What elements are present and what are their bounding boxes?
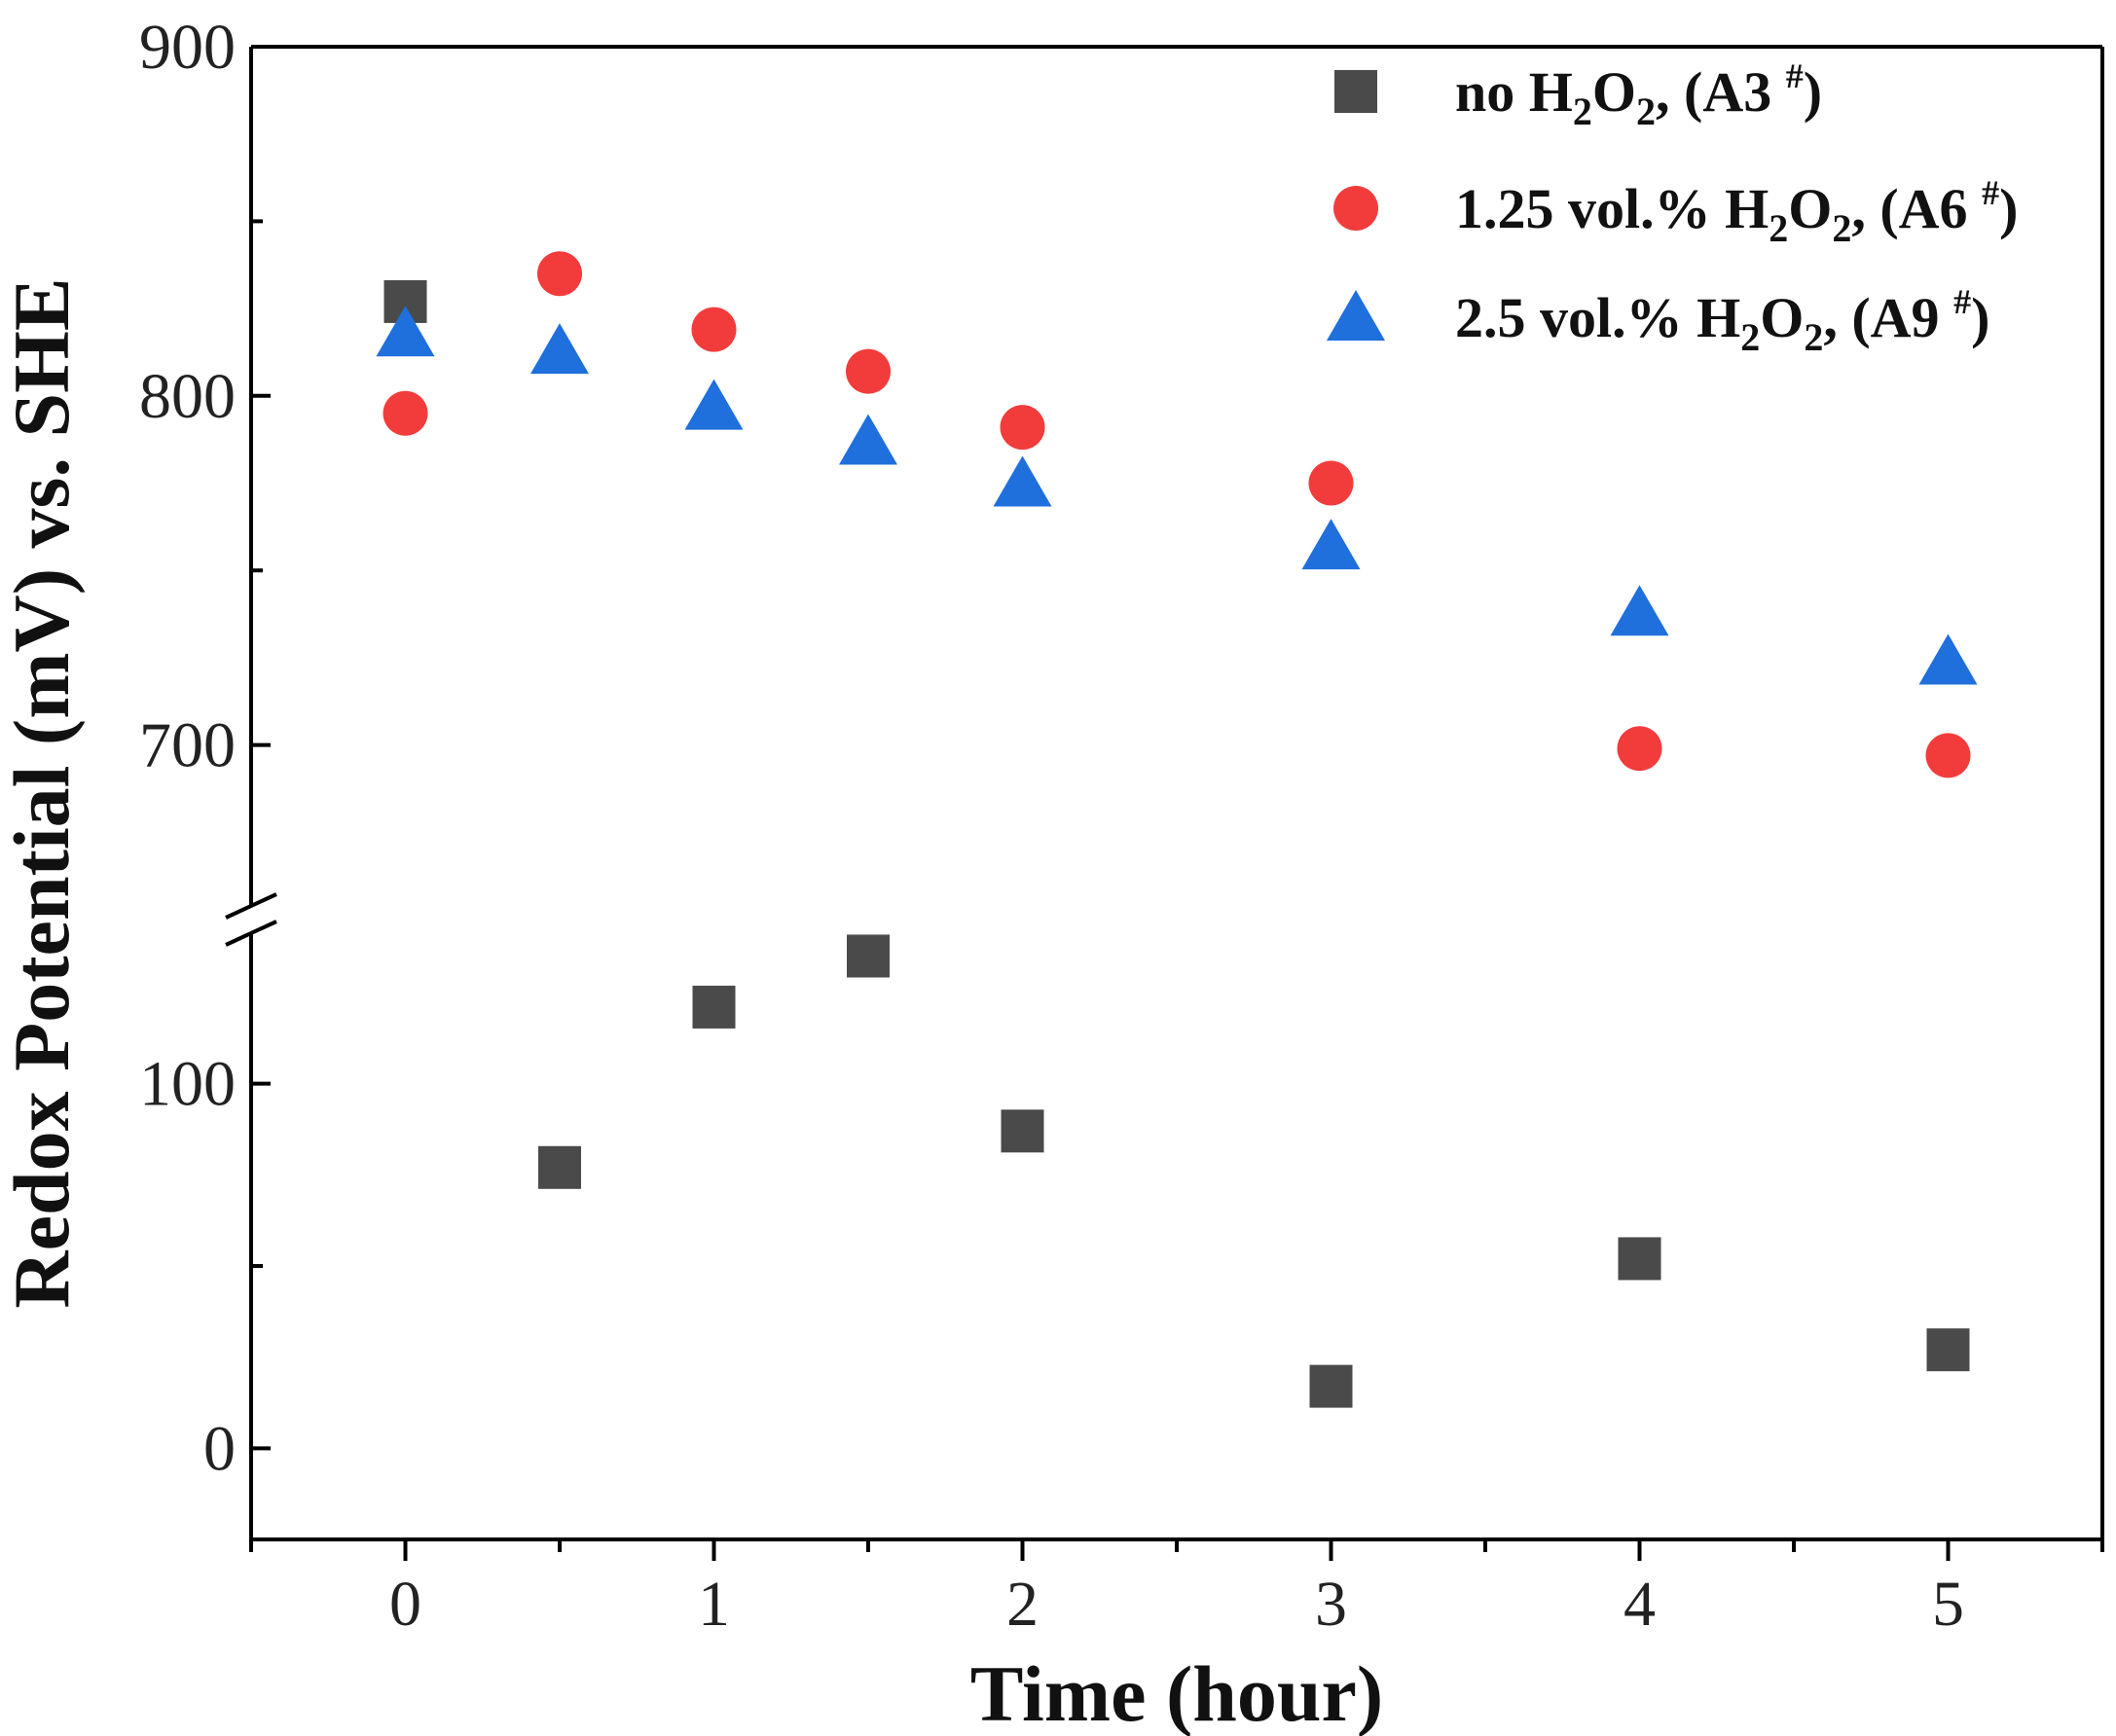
x-tick-label: 2 (1006, 1569, 1039, 1640)
legend-subscript: 2 (1769, 206, 1788, 250)
legend-text-part: , (A3 (1656, 60, 1786, 124)
legend-text-part: O (1760, 286, 1804, 349)
data-markers (376, 251, 1978, 1408)
series-1-point (847, 934, 890, 978)
legend-subscript: 2 (1740, 315, 1760, 359)
legend-text-part: ) (1999, 177, 2018, 240)
legend-label-1: no H2O2, (A3 #) (1455, 56, 1822, 133)
legend-label-3: 2.5 vol.% H2O2, (A9 #) (1455, 282, 1989, 359)
legend-marker-3 (1327, 290, 1385, 341)
series-3-point (1918, 633, 1978, 685)
legend-text-part: 1.25 vol.% H (1455, 177, 1769, 240)
legend-superscript: # (1982, 173, 1999, 212)
series-3-point (1301, 519, 1361, 570)
legend-text-part: 2.5 vol.% H (1455, 286, 1740, 349)
series-1-point (538, 1145, 581, 1189)
series-2-point (1308, 460, 1354, 506)
series-2-point (1617, 726, 1662, 772)
series-2-point (691, 307, 737, 352)
plot-frame (225, 45, 2104, 1541)
legend-text-part: ) (1804, 60, 1822, 124)
series-3-point (839, 414, 897, 465)
axis-break-mark (225, 892, 277, 920)
legend-subscript: 2 (1804, 315, 1823, 359)
legend-text-part: O (1592, 60, 1636, 124)
x-tick-label: 0 (389, 1569, 421, 1640)
legend-text-part: , (A6 (1851, 177, 1982, 240)
legend-text-part: O (1788, 177, 1832, 240)
series-1-point (1001, 1109, 1044, 1153)
x-tick-label: 4 (1623, 1569, 1656, 1640)
series-2-point (383, 390, 428, 436)
legend-label-2: 1.25 vol.% H2O2, (A6 #) (1455, 173, 2018, 250)
legend-superscript: # (1953, 282, 1971, 321)
series-1-point (1309, 1364, 1353, 1408)
x-axis-title: Time (hour) (970, 1649, 1383, 1736)
y-tick-label: 900 (139, 12, 236, 83)
legend-subscript: 2 (1636, 90, 1656, 133)
legend-subscript: 2 (1573, 90, 1592, 133)
legend: no H2O2, (A3 #)1.25 vol.% H2O2, (A6 #)2.… (1327, 56, 2018, 359)
legend-text-part: no H (1455, 60, 1573, 124)
axis-ticks: 0 1 2 3 4 5 0 100 700 800 900 (139, 12, 2104, 1640)
x-tick-label: 3 (1315, 1569, 1347, 1640)
series-3-point (376, 306, 435, 357)
legend-superscript: # (1786, 56, 1804, 95)
series-2-point (537, 251, 582, 297)
legend-text-part: ) (1971, 286, 1989, 349)
y-axis-title: Redox Potential (mV) vs. SHE (0, 277, 86, 1308)
axis-break-mark (225, 920, 277, 947)
y-tick-label: 800 (139, 361, 236, 432)
series-3-point (1610, 585, 1669, 636)
y-tick-label: 700 (139, 710, 236, 781)
x-tick-label: 1 (698, 1569, 730, 1640)
x-tick-label: 5 (1932, 1569, 1964, 1640)
series-1-point (692, 985, 736, 1029)
legend-subscript: 2 (1832, 206, 1851, 250)
series-3-point (684, 379, 744, 430)
series-2-point (846, 348, 891, 394)
series-3-point (993, 455, 1052, 507)
y-tick-label: 0 (203, 1413, 236, 1484)
legend-text-part: , (A9 (1823, 286, 1953, 349)
series-1-point (1926, 1328, 1970, 1372)
series-3-point (530, 323, 589, 375)
series-2-point (1925, 733, 1971, 778)
series-2-point (1000, 405, 1045, 451)
series-1-point (1618, 1237, 1661, 1281)
y-tick-label: 100 (139, 1049, 236, 1120)
legend-marker-1 (1334, 70, 1377, 113)
legend-marker-2 (1333, 186, 1378, 231)
